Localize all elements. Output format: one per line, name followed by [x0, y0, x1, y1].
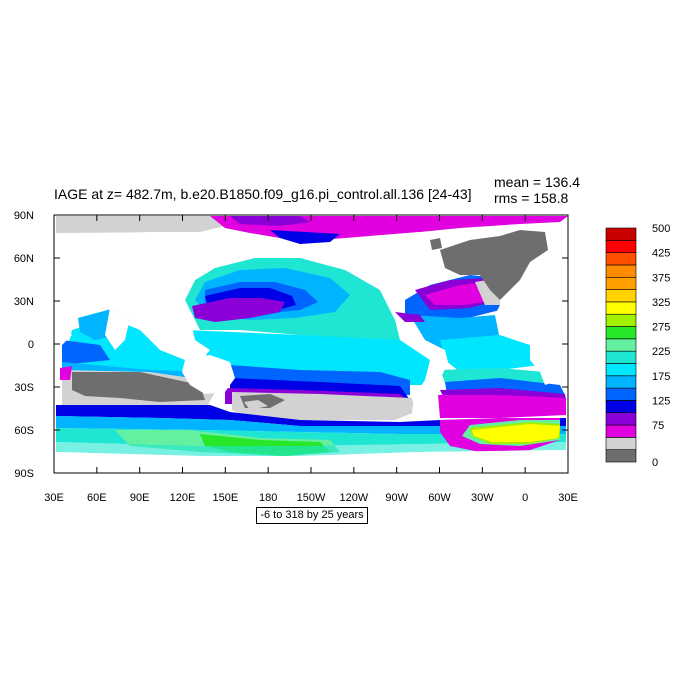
- antarctica-land: [56, 450, 566, 472]
- colorbar-swatch: [605, 240, 637, 253]
- madagascar-magenta: [60, 366, 72, 380]
- colorbar-swatch: [605, 313, 637, 327]
- plot-title: IAGE at z= 482.7m, b.e20.B1850.f09_g16.p…: [54, 186, 472, 202]
- colorbar-swatch: [605, 227, 637, 241]
- arctic-grey-region: [56, 216, 230, 234]
- europe-africa-land: [495, 275, 566, 350]
- y-tick-label: 90S: [14, 468, 34, 480]
- eurasia-land: [56, 232, 260, 325]
- land-masks: [56, 232, 566, 472]
- colorbar-label: 175: [652, 371, 670, 383]
- contour-info-box: -6 to 318 by 25 years: [256, 507, 368, 524]
- colorbar-label: 375: [652, 272, 670, 284]
- x-tick-label: 30E: [44, 492, 64, 504]
- y-tick-label: 60S: [14, 425, 34, 437]
- southern-lightblue-band: [56, 416, 566, 434]
- map-panel: [53, 214, 569, 474]
- x-tick-label: 120E: [170, 492, 196, 504]
- indian-ocean-blue: [62, 340, 110, 365]
- colorbar-swatch: [605, 412, 637, 426]
- tasman-grey: [244, 400, 268, 410]
- x-tick-label: 60E: [87, 492, 107, 504]
- x-tick-label: 180: [259, 492, 277, 504]
- colorbar-swatch: [605, 400, 637, 414]
- southeast-asia-land: [160, 318, 210, 362]
- x-tick-label: 90E: [130, 492, 150, 504]
- dark-grey-regions: [430, 230, 548, 300]
- x-axis-ticks: 30E 60E 90E 120E 150E 180 150W 120W 90W 60W 30W 0 30…: [44, 215, 578, 504]
- colorbar-label: 425: [652, 248, 670, 260]
- colorbar-swatch: [605, 363, 637, 377]
- mean-stat: mean = 136.4: [494, 174, 581, 190]
- colorbar-swatch: [605, 424, 637, 438]
- arctic-purple-region: [230, 216, 310, 226]
- colorbar-swatch: [605, 338, 637, 352]
- x-tick-label: 150W: [297, 492, 326, 504]
- colorbar-swatch: [605, 301, 637, 315]
- south-atlantic-magenta: [438, 395, 566, 418]
- x-tick-label: 90W: [385, 492, 408, 504]
- colorbar-swatch: [605, 326, 637, 340]
- colorbar-swatch: [605, 252, 637, 266]
- ocean-fields: [56, 216, 568, 456]
- australia-land: [182, 355, 235, 394]
- africa-south-land: [530, 345, 560, 385]
- africa-east-land: [56, 325, 72, 345]
- south-indian-darkgrey: [72, 372, 205, 402]
- greenland-region: [440, 230, 548, 300]
- hudson-region: [430, 238, 442, 250]
- rms-stat: rms = 158.8: [494, 190, 569, 206]
- north-america-land: [345, 232, 450, 330]
- colorbar-swatch: [605, 289, 637, 303]
- colorbar: 0 75 125 175 225 275 325 375 425 500: [605, 223, 670, 469]
- gulf-mexico-purple: [395, 312, 425, 322]
- north-pacific-purple: [192, 298, 285, 322]
- x-tick-label: 0: [522, 492, 528, 504]
- colorbar-swatch: [605, 437, 637, 450]
- colorbar-label: 325: [652, 297, 670, 309]
- y-axis-ticks: 90N 60N 30N 0 30S 60S 90S: [14, 210, 568, 480]
- colorbar-label: 125: [652, 395, 670, 407]
- y-tick-label: 30S: [14, 382, 34, 394]
- colorbar-swatch: [605, 449, 637, 463]
- southern-outer-band: [56, 442, 566, 456]
- colorbar-label: 275: [652, 322, 670, 334]
- y-tick-label: 60N: [14, 253, 34, 265]
- x-tick-label: 120W: [339, 492, 368, 504]
- y-tick-label: 0: [28, 339, 34, 351]
- arctic-blue-region: [270, 230, 340, 244]
- colorbar-swatch: [605, 375, 637, 389]
- southern-darkblue-band: [56, 405, 566, 426]
- colorbar-label: 225: [652, 346, 670, 358]
- colorbar-label: 0: [652, 457, 658, 469]
- south-america-land: [395, 318, 448, 420]
- x-tick-label: 30E: [558, 492, 578, 504]
- weddell-yellow: [472, 424, 560, 442]
- colorbar-swatch: [605, 350, 637, 364]
- x-tick-label: 150E: [212, 492, 238, 504]
- x-tick-label: 30W: [471, 492, 494, 504]
- india-land: [105, 308, 130, 350]
- colorbar-swatch: [605, 387, 637, 401]
- colorbar-swatch: [605, 264, 637, 278]
- colorbar-label: 500: [652, 223, 670, 235]
- colorbar-swatch: [605, 276, 637, 290]
- tropical-atlantic-cyan: [440, 335, 540, 372]
- colorbar-label: 75: [652, 420, 664, 432]
- y-tick-label: 90N: [14, 210, 34, 222]
- x-tick-label: 60W: [428, 492, 451, 504]
- y-tick-label: 30N: [14, 296, 34, 308]
